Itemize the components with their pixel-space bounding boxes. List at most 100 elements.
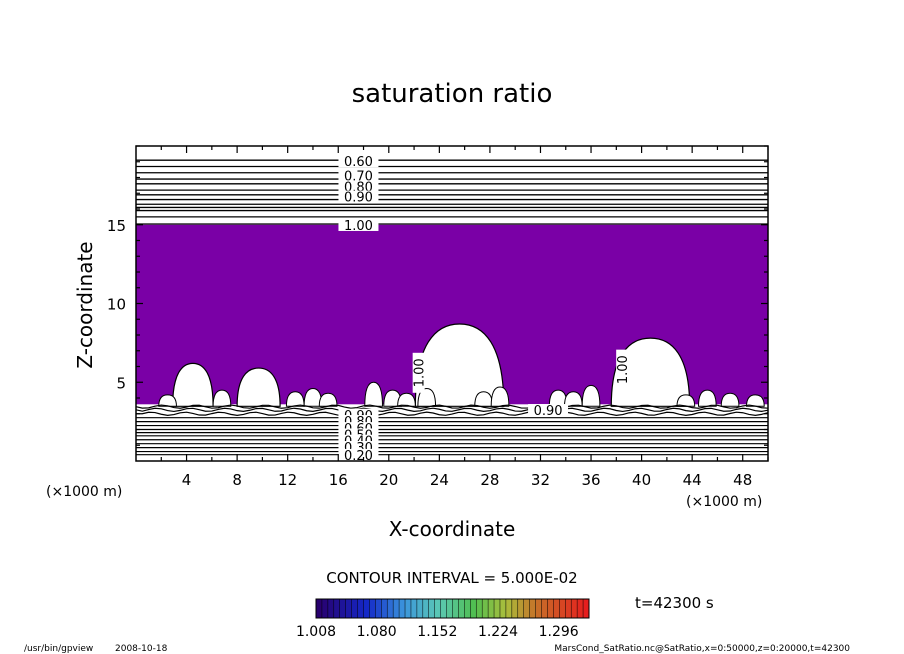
- colorbar-cell: [505, 599, 513, 618]
- inline-contour-label: 1.00: [412, 352, 428, 393]
- colorbar-cell: [547, 599, 554, 618]
- cloud-bump: [318, 392, 338, 407]
- colorbar-ticks: 1.008 1.080 1.152 1.224 1.296: [296, 624, 579, 640]
- x-tick-label: 4: [182, 471, 192, 489]
- colorbar-cell: [428, 599, 435, 618]
- colorbar-cell: [410, 599, 418, 618]
- colorbar-cell: [499, 599, 507, 618]
- x-tick-label: 36: [581, 471, 600, 489]
- y-tick-label: 5: [116, 374, 126, 392]
- x-axis-ticks: 4 8 12 16 20 24 28 32 36 40 44 48: [160, 146, 769, 489]
- contour-label-bg: [528, 404, 569, 417]
- lower-contour-label: 0.20: [338, 448, 379, 464]
- cloud-bump: [490, 386, 510, 407]
- colorbar-cell: [339, 599, 346, 618]
- footer-date: 2008-10-18: [115, 644, 168, 654]
- cloud-bump: [397, 392, 416, 407]
- colorbar-cell: [387, 599, 394, 618]
- cloud-gap: [236, 367, 281, 407]
- cloud-bump: [720, 392, 740, 407]
- contour-label-bg: [338, 190, 379, 203]
- time-label: t=42300 s: [635, 594, 714, 612]
- colorbar-cell: [494, 599, 501, 618]
- x-tick-label: 28: [480, 471, 499, 489]
- contour-labels: 0.600.700.800.901.000.900.800.600.500.40…: [338, 155, 631, 464]
- lower-contour-line: [135, 411, 769, 416]
- contour-label-text: 0.60: [344, 155, 373, 170]
- cloud-gap: [172, 362, 214, 407]
- colorbar-cell: [523, 599, 530, 618]
- y-axis-title: Z-coordinate: [73, 241, 97, 368]
- cloud-gaps: [158, 323, 765, 407]
- colorbar-cell: [434, 599, 441, 618]
- x-tick-label: 44: [683, 471, 702, 489]
- colorbar-cell: [488, 599, 495, 618]
- colorbar-cell: [351, 599, 358, 618]
- colorbar-cell: [327, 599, 335, 618]
- y-axis-ticks: 5 10 15: [107, 145, 768, 446]
- colorbar-cell: [446, 599, 453, 618]
- colorbar-tick-label: 1.296: [539, 624, 579, 640]
- contour-interval-label: CONTOUR INTERVAL = 5.000E-02: [326, 569, 577, 587]
- y-tick-label: 10: [107, 296, 126, 314]
- contour-label-bg: [338, 169, 379, 182]
- contour-label-text: 1.00: [616, 355, 631, 384]
- y-tick-label: 15: [107, 217, 126, 235]
- footer-source: MarsCond_SatRatio.nc@SatRatio,x=0:50000,…: [554, 644, 850, 654]
- colorbar-cell: [559, 599, 566, 618]
- colorbar-frame: [315, 598, 590, 619]
- colorbar-cell: [476, 599, 483, 618]
- contour-label-text: 1.00: [413, 358, 428, 387]
- x-unit-label: (×1000 m): [686, 494, 762, 510]
- colorbar-cell: [565, 599, 572, 618]
- upper-contour-label: 0.90: [338, 190, 379, 206]
- x-tick-label: 20: [379, 471, 398, 489]
- colorbar-cell: [381, 599, 388, 618]
- colorbar-cell: [571, 599, 578, 618]
- footer-program: /usr/bin/gpview: [24, 644, 93, 654]
- x-tick-label: 24: [430, 471, 449, 489]
- contour-label-text: 0.20: [344, 449, 373, 464]
- cloud-bump: [581, 384, 601, 407]
- contour-label-bg: [412, 352, 425, 393]
- colorbar-cell: [422, 599, 430, 618]
- colorbar-cell: [577, 599, 584, 618]
- colorbar-cell: [440, 599, 447, 618]
- lower-contour-line: [135, 404, 769, 409]
- colorbar-cell: [511, 599, 519, 618]
- colorbar-cell: [316, 599, 323, 618]
- colorbar-cell: [541, 599, 548, 618]
- contour-label-text: 0.90: [344, 191, 373, 206]
- x-tick-label: 40: [632, 471, 651, 489]
- cloud-bump: [697, 389, 717, 407]
- cloud-bump: [474, 391, 493, 407]
- cloud-bump: [158, 394, 177, 407]
- colorbar-cell: [375, 599, 382, 618]
- contour-label-bg: [338, 155, 379, 168]
- colorbar-cell: [464, 599, 471, 618]
- colorbar-tick-label: 1.152: [417, 624, 457, 640]
- y-unit-label: (×1000 m): [46, 484, 122, 500]
- cloud-bump: [676, 394, 696, 407]
- colorbar-cell: [535, 599, 542, 618]
- colorbar-tick-label: 1.080: [357, 624, 397, 640]
- upper-contour-lines: [136, 159, 768, 225]
- cloud-bump: [285, 391, 305, 407]
- colorbar: [315, 598, 590, 619]
- colorbar-cell: [553, 599, 560, 618]
- x-tick-label: 32: [531, 471, 550, 489]
- colorbar-cell: [363, 599, 370, 618]
- cloud-bump: [746, 394, 765, 407]
- colorbar-cell: [405, 599, 412, 618]
- cloud-bump: [364, 381, 383, 407]
- colorbar-cell: [583, 599, 590, 618]
- upper-contour-label: 0.60: [338, 155, 379, 170]
- contour-label-text: 1.00: [344, 219, 373, 234]
- contour-label-bg: [338, 218, 379, 231]
- contour-label-bg: [338, 448, 379, 461]
- x-tick-label: 48: [733, 471, 752, 489]
- colorbar-cell: [393, 599, 400, 618]
- colorbar-cell: [357, 599, 364, 618]
- lower-contour-lines: [135, 404, 769, 456]
